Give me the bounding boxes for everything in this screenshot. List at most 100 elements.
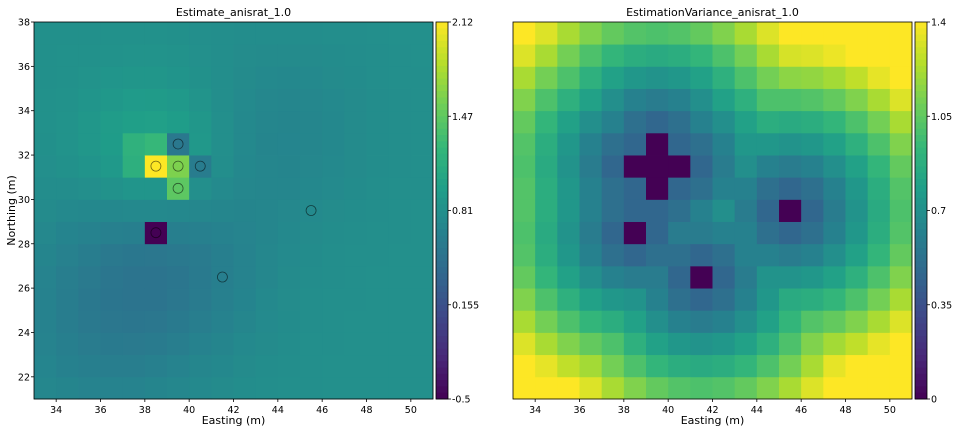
heatmap-cell xyxy=(801,88,824,112)
heatmap-cell xyxy=(189,288,212,311)
heatmap-cell xyxy=(322,132,345,156)
heatmap-cell xyxy=(144,288,168,311)
heatmap-cell xyxy=(255,88,279,112)
heatmap-cell xyxy=(801,66,824,89)
heatmap-cell xyxy=(122,66,146,89)
heatmap-cell xyxy=(56,310,79,333)
heatmap-cell xyxy=(78,199,101,222)
colorbar-segment xyxy=(915,34,927,42)
heatmap-cell xyxy=(734,66,758,89)
sample-marker xyxy=(305,205,317,216)
heatmap-cell xyxy=(646,88,669,112)
colorbar-segment xyxy=(915,216,927,224)
heatmap-cell xyxy=(322,88,345,112)
heatmap-cell xyxy=(144,332,168,356)
colorbar-segment xyxy=(915,317,927,325)
heatmap-cell xyxy=(623,66,647,89)
colorbar-segment xyxy=(915,197,927,205)
heatmap-cell xyxy=(300,310,323,333)
heatmap-cell xyxy=(646,132,669,156)
heatmap-cell xyxy=(801,44,824,67)
heatmap-cell xyxy=(233,66,257,89)
heatmap-cell xyxy=(712,110,736,134)
colorbar-segment xyxy=(436,279,448,287)
heatmap-cell xyxy=(535,44,558,67)
heatmap-cell xyxy=(189,310,212,333)
heatmap-cell xyxy=(322,199,345,222)
y-tick-label: 24 xyxy=(18,328,30,339)
colorbar-segment xyxy=(436,59,448,67)
heatmap-cell xyxy=(646,177,669,200)
colorbar-segment xyxy=(436,97,448,105)
heatmap-cell xyxy=(300,132,323,156)
heatmap-cell xyxy=(34,332,57,356)
heatmap-cell xyxy=(690,155,713,178)
heatmap-cell xyxy=(277,332,301,356)
heatmap-cell xyxy=(211,177,234,200)
colorbar-segment xyxy=(915,135,927,142)
colorbar-segment xyxy=(436,141,448,149)
heatmap-cell xyxy=(734,221,758,245)
heatmap-cell xyxy=(322,265,345,289)
heatmap-cell xyxy=(144,66,168,89)
sample-marker xyxy=(150,227,162,239)
heatmap-cell xyxy=(122,110,146,134)
colorbar-segment xyxy=(436,285,448,293)
heatmap-cell xyxy=(366,199,390,222)
colorbar-segment xyxy=(915,311,927,318)
heatmap-cell xyxy=(388,310,412,333)
heatmap-cell xyxy=(100,44,124,67)
heatmap-cell xyxy=(867,132,891,156)
heatmap-cell xyxy=(756,376,780,400)
heatmap-cell xyxy=(623,376,647,400)
colorbar-segment xyxy=(436,103,448,111)
heatmap-cell xyxy=(734,265,758,289)
heatmap-cell xyxy=(322,66,345,89)
heatmap-cell xyxy=(513,155,536,178)
heatmap-cell xyxy=(823,376,846,400)
heatmap-cell xyxy=(690,132,713,156)
heatmap-cell xyxy=(144,310,168,333)
heatmap-cell xyxy=(712,199,736,222)
colorbar-segment xyxy=(915,329,927,337)
colorbar-tick-label: 2.12 xyxy=(452,18,473,29)
colorbar-segment xyxy=(915,380,927,387)
heatmap-cell xyxy=(167,221,190,245)
heatmap-cell xyxy=(300,22,323,45)
heatmap-cell xyxy=(233,22,257,45)
heatmap-cell xyxy=(410,288,434,311)
colorbar-segment xyxy=(436,373,448,381)
heatmap-cell xyxy=(734,110,758,134)
heatmap-cell xyxy=(535,354,558,378)
heatmap-cell xyxy=(300,155,323,178)
heatmap-cell xyxy=(646,354,669,378)
heatmap-cell xyxy=(122,132,146,156)
colorbar-segment xyxy=(436,355,448,362)
heatmap-cell xyxy=(211,44,234,67)
heatmap-cell xyxy=(78,177,101,200)
heatmap-cell xyxy=(623,88,647,112)
heatmap-cell xyxy=(366,310,390,333)
heatmap-cell xyxy=(410,44,434,67)
heatmap-cell xyxy=(601,332,625,356)
heatmap-cell xyxy=(34,199,57,222)
heatmap-cell xyxy=(601,199,625,222)
heatmap-cell xyxy=(56,22,79,45)
heatmap-cell xyxy=(144,177,168,200)
heatmap-cell xyxy=(668,132,691,156)
heatmap-cell xyxy=(100,177,124,200)
heatmap-cell xyxy=(277,376,301,400)
heatmap-cell xyxy=(211,221,234,245)
heatmap-cell xyxy=(410,265,434,289)
heatmap-cell xyxy=(56,376,79,400)
colorbar-segment xyxy=(436,248,448,255)
colorbar-segment xyxy=(915,223,927,230)
heatmap-cell xyxy=(78,221,101,245)
heatmap-cell xyxy=(300,288,323,311)
heatmap-cell xyxy=(690,354,713,378)
heatmap-cell xyxy=(410,243,434,267)
heatmap-cell xyxy=(211,132,234,156)
x-tick-label: 40 xyxy=(183,405,195,416)
colorbar-segment xyxy=(436,153,448,161)
colorbar-segment xyxy=(436,204,448,211)
